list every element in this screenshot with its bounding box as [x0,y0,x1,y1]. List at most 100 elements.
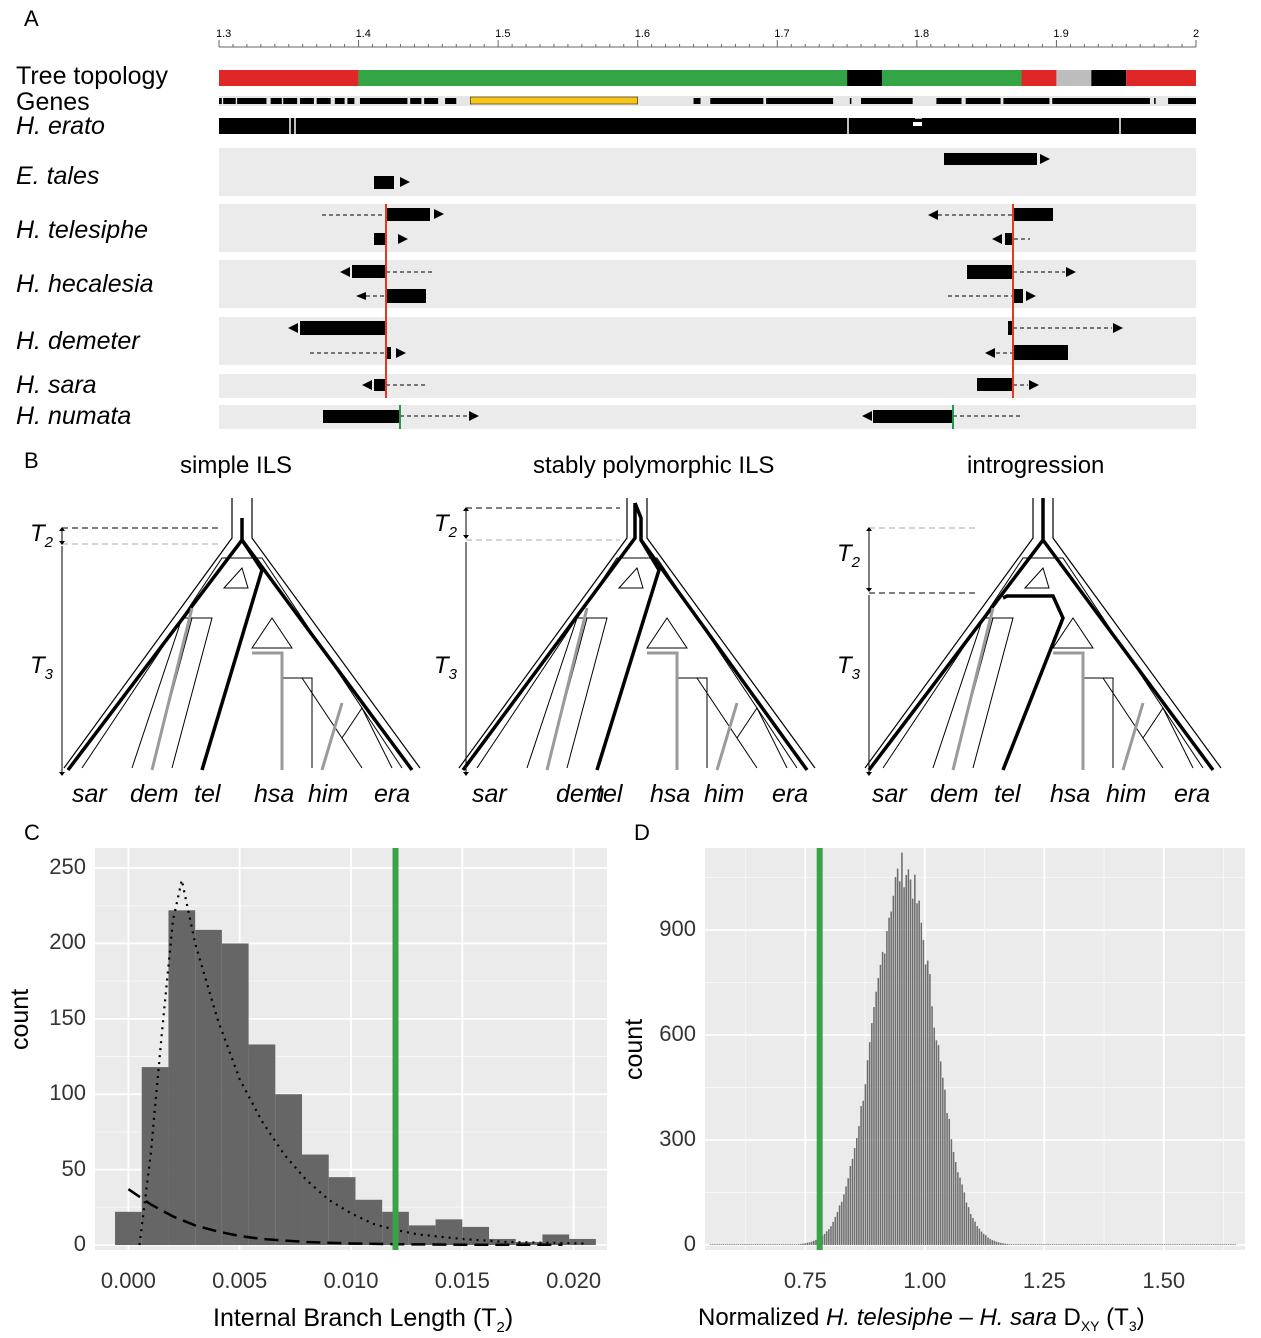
xtick-label-c: 0.010 [323,1268,379,1293]
histogram-bar-d [750,1244,753,1245]
histogram-bar-d [810,1241,813,1245]
histogram-bar-d [1122,1244,1125,1245]
histogram-bar-d [987,1237,989,1245]
ruler-tick-label: 1.5 [495,28,511,40]
histogram-bar-d [957,1172,959,1245]
histogram-bar-d [1163,1244,1166,1245]
tip-tel-1: tel [194,780,221,808]
histogram-bar-d [976,1226,978,1245]
histogram-bar-d [733,1244,735,1245]
histogram-bar-d [980,1231,983,1245]
histogram-bar-d [1049,1244,1052,1245]
histogram-bar-d [767,1244,770,1245]
histogram-bar-d [1114,1244,1116,1245]
tip-era-2: era [772,780,809,808]
xlabel-c: Internal Branch Length (T2) [213,1304,514,1336]
histogram-bar-d [1092,1244,1095,1245]
histogram-bar-d [942,1077,944,1245]
bars-d [709,852,1237,1245]
histogram-bar-d [1182,1244,1185,1245]
histogram-bar-d [972,1218,974,1245]
histogram-bar-d [802,1243,804,1245]
histogram-bar-d [858,1126,860,1245]
panel-letter-b: B [24,448,39,473]
histogram-bar-d [961,1184,963,1245]
histogram-bar-d [1152,1244,1155,1245]
histogram-bar-d [1223,1244,1226,1245]
t2-label-2: T2 [434,510,458,541]
topology-segment [1021,70,1057,86]
histogram-bar-d [982,1233,985,1245]
histogram-bar-d [729,1244,731,1245]
histogram-bar-d [789,1244,791,1245]
ytick-label-d: 300 [659,1126,696,1151]
histogram-bar-c [489,1238,516,1245]
histogram-bar-d [997,1242,1000,1245]
gene-block [936,98,962,104]
histogram-bar-d [881,951,884,1245]
gene-block [334,98,345,104]
histogram-bar-d [1002,1243,1004,1245]
histogram-bar-d [823,1233,826,1245]
histogram-bar-d [769,1244,772,1245]
histogram-bar-d [1167,1244,1170,1245]
histogram-bar-d [974,1221,976,1245]
gene-block [1003,98,1050,104]
panel-a-graphics [218,40,1197,429]
gene-block [849,98,852,104]
tip-tel-2: tel [596,780,623,808]
histogram-bar-d [952,1151,955,1245]
plot-bg-d [705,848,1245,1250]
ytick-label-d: 600 [659,1021,696,1046]
histogram-bar-d [888,917,890,1245]
histogram-bar-d [1047,1244,1049,1245]
histogram-bar-d [1144,1244,1146,1245]
histogram-bar-d [901,852,903,1245]
xtick-label-d: 1.25 [1022,1268,1066,1293]
histogram-bar-d [1019,1244,1021,1245]
histogram-bar-d [1025,1244,1028,1245]
histogram-bar-d [1068,1244,1071,1245]
histogram-bar-d [1195,1244,1198,1245]
histogram-bar-d [853,1148,856,1245]
histogram-bar-c [141,1067,169,1245]
histogram-bar-d [1120,1244,1123,1245]
histogram-bar-d [1172,1244,1174,1245]
time-markers-introgression [866,527,975,776]
histogram-bar-d [937,1045,940,1245]
histogram-bar-d [922,939,925,1245]
histogram-bar-c [168,910,196,1245]
histogram-bar-d [1191,1244,1194,1245]
histogram-bar-d [772,1244,774,1245]
topology-segment [1126,70,1196,86]
numata-alignments [323,410,1022,423]
histogram-bar-d [860,1106,862,1245]
ruler-tick-label: 1.7 [774,28,790,40]
xtick-label-c: 0.000 [100,1268,156,1293]
histogram-bar-d [795,1244,798,1245]
histogram-bar-d [1202,1244,1204,1245]
histogram-bar-d [1228,1244,1230,1245]
panel-letter-c: C [24,820,40,845]
histogram-bar-d [1094,1244,1097,1245]
histogram-bar-d [1066,1244,1069,1245]
histogram-bar-d [838,1205,841,1245]
tip-hsa-1: hsa [254,780,295,808]
t2-label-1: T2 [30,520,54,551]
histogram-bar-d [935,1040,938,1245]
histogram-bar-d [1150,1244,1153,1245]
histogram-bar-d [744,1244,746,1245]
histogram-bar-d [1157,1244,1159,1245]
tip-era-3: era [1174,780,1211,808]
histogram-bar-d [1169,1244,1172,1245]
histogram-bar-d [1178,1244,1181,1245]
gene-block [710,98,764,104]
histogram-bar-d [1071,1244,1073,1245]
ytick-label-c: 100 [49,1080,86,1106]
histogram-bar-d [1185,1244,1187,1245]
panel-letter-d: D [634,820,650,845]
histogram-bar-d [840,1201,843,1245]
histogram-bar-d [1023,1244,1026,1245]
histogram-bar-d [716,1244,718,1245]
